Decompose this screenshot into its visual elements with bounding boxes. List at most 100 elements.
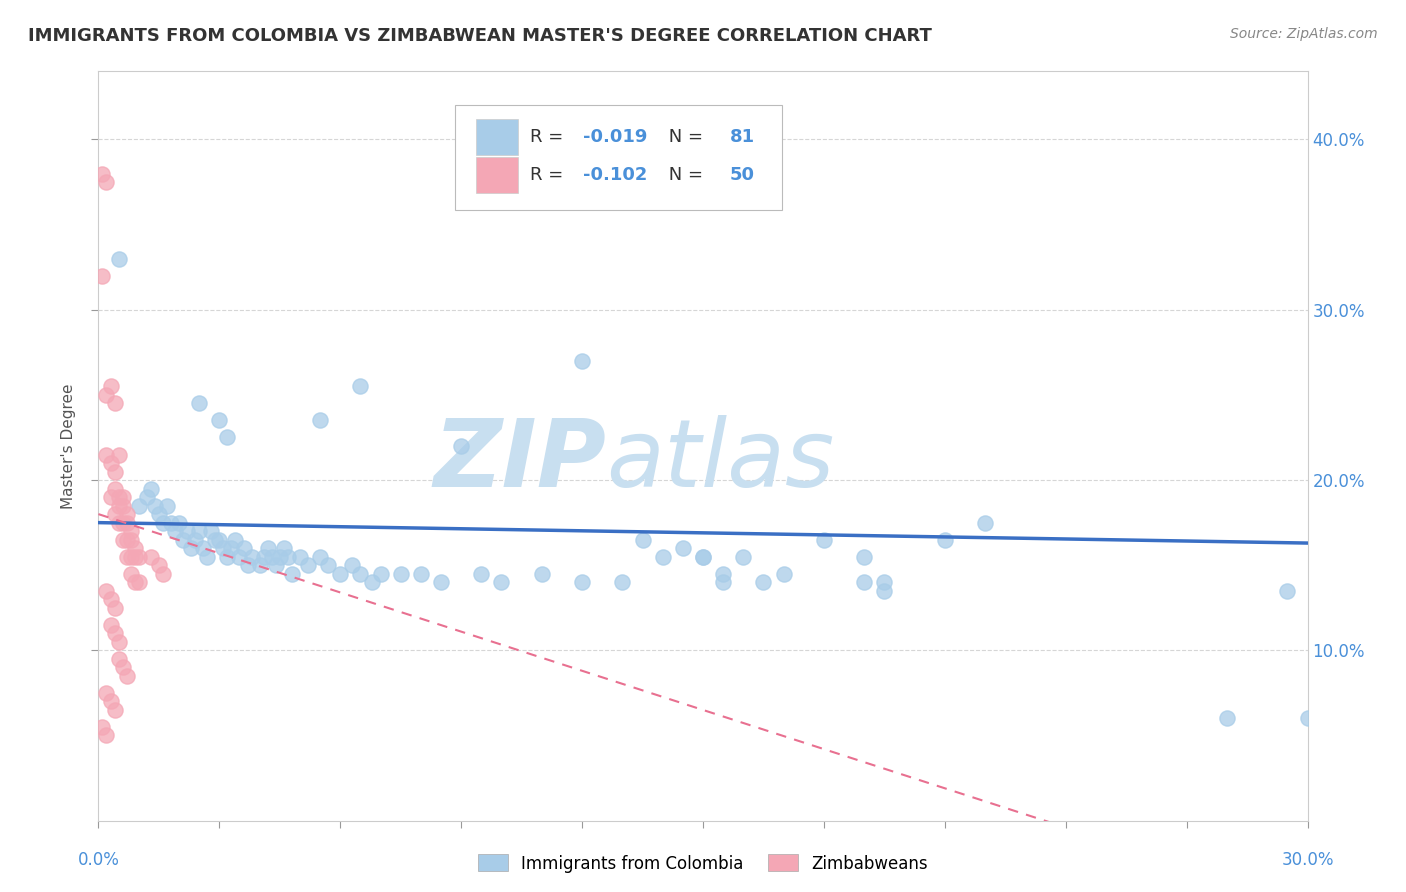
Point [111,490,134,504]
Point [96,448,118,462]
Point [1296,711,1319,725]
Point [111,516,134,530]
Point [934,533,956,547]
Point [349,566,371,581]
Point [236,558,259,573]
Point [612,575,634,590]
Point [692,549,714,564]
Point [217,549,239,564]
Point [711,575,734,590]
Point [96,686,118,700]
Point [631,533,654,547]
Point [184,533,207,547]
Point [342,558,364,573]
Point [128,499,150,513]
Point [111,499,134,513]
Point [107,490,129,504]
Point [813,533,835,547]
Text: 81: 81 [730,128,755,146]
Text: N =: N = [664,166,709,184]
Point [309,413,332,427]
Point [103,465,125,479]
Point [329,566,352,581]
Point [212,541,235,556]
Point [672,541,695,556]
Point [128,549,150,564]
Point [100,617,122,632]
Point [96,583,118,598]
FancyBboxPatch shape [475,157,517,193]
Point [195,549,218,564]
Point [103,507,125,521]
Point [361,575,384,590]
Point [208,413,231,427]
Point [139,549,162,564]
Point [120,549,142,564]
Point [148,558,170,573]
Text: 0.0%: 0.0% [77,851,120,869]
Point [103,600,125,615]
Point [269,549,291,564]
Point [103,703,125,717]
Point [107,516,129,530]
Point [188,524,211,538]
FancyBboxPatch shape [475,120,517,155]
Point [430,575,453,590]
Text: Source: ZipAtlas.com: Source: ZipAtlas.com [1230,27,1378,41]
Point [124,549,146,564]
Point [853,549,876,564]
Legend: Immigrants from Colombia, Zimbabweans: Immigrants from Colombia, Zimbabweans [471,847,935,880]
Point [232,541,254,556]
Point [100,379,122,393]
Point [253,549,276,564]
Point [103,482,125,496]
Text: 30.0%: 30.0% [1281,851,1334,869]
Point [264,558,287,573]
Point [120,533,142,547]
Point [148,507,170,521]
Point [152,516,174,530]
Point [228,549,250,564]
Point [853,575,876,590]
Point [107,448,129,462]
Point [100,592,122,607]
Point [193,541,215,556]
Point [120,566,142,581]
Point [96,175,118,189]
Point [96,388,118,402]
Point [752,575,775,590]
Point [450,439,472,453]
Point [167,516,190,530]
Point [139,482,162,496]
Point [115,516,138,530]
Point [288,549,311,564]
Point [224,533,246,547]
Point [124,541,146,556]
Text: R =: R = [530,128,569,146]
Point [128,575,150,590]
Point [100,694,122,708]
Point [135,490,157,504]
Point [470,566,492,581]
Point [974,516,997,530]
Point [733,549,755,564]
Point [120,524,142,538]
Point [115,549,138,564]
Point [100,456,122,470]
Point [873,583,896,598]
Point [100,490,122,504]
Point [188,396,211,410]
Point [873,575,896,590]
Point [651,549,673,564]
Point [260,549,283,564]
Point [172,533,194,547]
Point [103,396,125,410]
Point [772,566,794,581]
Point [1277,583,1299,598]
Point [240,549,263,564]
Point [370,566,392,581]
Point [180,541,202,556]
Point [96,729,118,743]
Text: IMMIGRANTS FROM COLOMBIA VS ZIMBABWEAN MASTER'S DEGREE CORRELATION CHART: IMMIGRANTS FROM COLOMBIA VS ZIMBABWEAN M… [28,27,932,45]
Point [711,566,734,581]
